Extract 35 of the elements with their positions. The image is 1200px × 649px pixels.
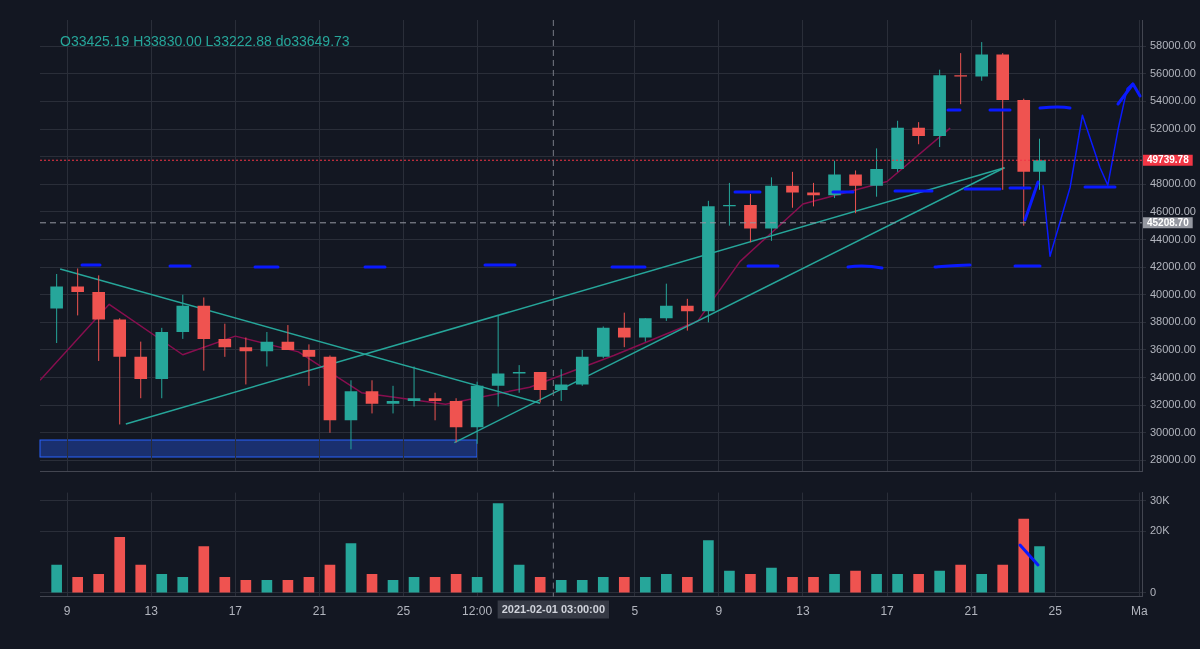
x-tick-label: 13 [796, 604, 810, 619]
y-tick-label: 36000.00 [1150, 342, 1196, 355]
y-tick-label: 40000.00 [1150, 287, 1196, 300]
y-tick-label: 44000.00 [1150, 232, 1196, 245]
y-tick-label: 46000.00 [1150, 204, 1196, 217]
x-tick-label: 17 [228, 604, 243, 619]
x-tick-label: 5 [631, 604, 639, 619]
y-tick-label: 54000.00 [1150, 94, 1196, 107]
x-tick-label: 13 [144, 604, 159, 619]
y-tick-label: 32000.00 [1150, 398, 1196, 411]
y-tick-label: 30000.00 [1150, 425, 1196, 438]
annotation: O33425.19 H33830.00 L33222.88 do33649.73 [60, 32, 350, 49]
x-tick-label: 25 [1048, 604, 1063, 619]
x-tick-label: 9 [715, 604, 723, 619]
y-tick-label: 48000.00 [1150, 177, 1196, 190]
y-tick-label: 38000.00 [1150, 315, 1196, 328]
ref-line-label: 2021-02-01 03:00:00 [501, 602, 606, 615]
x-tick-label: 25 [396, 604, 411, 619]
x-tick-label: 21 [964, 604, 979, 619]
ref-line-label: 49739.78 [1147, 154, 1190, 165]
y-tick-label: 0 [1150, 585, 1157, 598]
y-tick-label: 52000.00 [1150, 122, 1196, 135]
y-tick-label: 28000.00 [1150, 453, 1196, 466]
y-tick-label: 42000.00 [1150, 260, 1196, 273]
x-tick-label: 12:00 [462, 604, 493, 619]
x-tick-label: Ma [1131, 604, 1149, 619]
x-tick-label: 17 [880, 604, 895, 619]
x-tick-label: 21 [312, 604, 327, 619]
y-tick-label: 34000.00 [1150, 370, 1196, 383]
ref-line-label: 45208.70 [1147, 216, 1190, 228]
x-tick-label: 9 [63, 604, 71, 619]
y-tick-label: 20K [1150, 524, 1171, 537]
y-tick-label: 58000.00 [1150, 39, 1196, 52]
y-tick-label: 56000.00 [1150, 66, 1196, 79]
y-tick-label: 30K [1150, 493, 1171, 506]
